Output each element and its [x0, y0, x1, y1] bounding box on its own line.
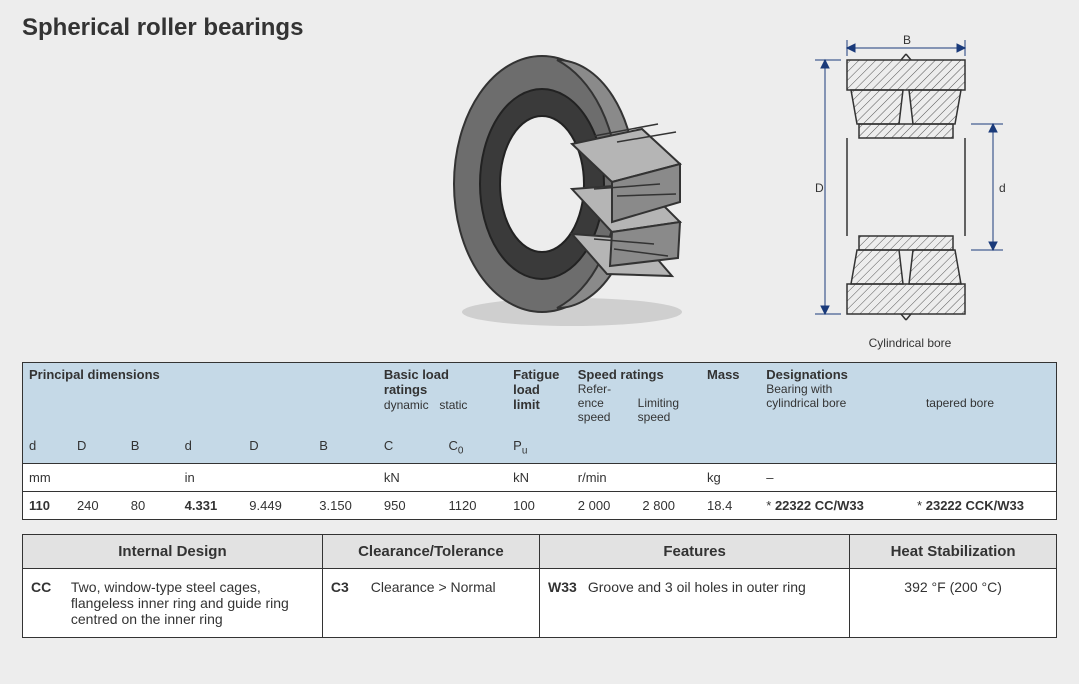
- hdr-basic-load-dyn: dynamic: [384, 398, 429, 412]
- val-ref-speed: 2 000: [572, 491, 637, 519]
- feat-clearance-text: Clearance > Normal: [371, 579, 527, 595]
- feat-features-text: Groove and 3 oil holes in outer ring: [588, 579, 837, 595]
- feat-clearance-cell: C3 Clearance > Normal: [322, 568, 539, 637]
- sym-Pu: Pu: [507, 428, 572, 463]
- unit-kg: kg: [701, 463, 760, 491]
- val-B-mm: 80: [125, 491, 179, 519]
- features-table: Internal Design Clearance/Tolerance Feat…: [22, 534, 1057, 638]
- feat-internal-cell: CC Two, window-type steel cages, flangel…: [23, 568, 323, 637]
- bearing-3d-illustration: [422, 34, 712, 334]
- feat-hdr-features: Features: [539, 534, 849, 568]
- hdr-mass: Mass: [707, 367, 740, 382]
- val-D-in: 9.449: [243, 491, 313, 519]
- val-D-mm: 240: [71, 491, 125, 519]
- hdr-desig: Designations: [766, 367, 848, 382]
- unit-kN: kN: [378, 463, 507, 491]
- hero-row: B D d: [22, 42, 1057, 362]
- feat-hdr-clearance: Clearance/Tolerance: [322, 534, 539, 568]
- val-Pu: 100: [507, 491, 572, 519]
- feat-features-cell: W33 Groove and 3 oil holes in outer ring: [539, 568, 849, 637]
- table-unit-row: mm in kN kN r/min kg –: [23, 463, 1057, 491]
- val-lim-speed: 2 800: [636, 491, 701, 519]
- feat-hdr-internal: Internal Design: [23, 534, 323, 568]
- sym-d-mm: d: [23, 428, 71, 463]
- hdr-desig-tap: tapered bore: [926, 396, 994, 410]
- unit-dash: –: [760, 463, 1056, 491]
- val-desig-tap: * 23222 CCK/W33: [911, 491, 1056, 519]
- val-d-mm: 110: [23, 491, 71, 519]
- feat-heat-cell: 392 °F (200 °C): [850, 568, 1057, 637]
- dim-label-B: B: [903, 33, 911, 47]
- val-d-in: 4.331: [179, 491, 244, 519]
- table-symbol-row: d D B d D B C C0 Pu: [23, 428, 1057, 463]
- val-desig-cyl: * 22322 CC/W33: [760, 491, 911, 519]
- unit-in: in: [179, 463, 378, 491]
- val-B-in: 3.150: [313, 491, 378, 519]
- feat-body-row: CC Two, window-type steel cages, flangel…: [23, 568, 1057, 637]
- sym-C0: C0: [443, 428, 508, 463]
- feat-internal-code: CC: [31, 579, 67, 595]
- unit-kN2: kN: [507, 463, 572, 491]
- sym-B-mm: B: [125, 428, 179, 463]
- val-C0: 1120: [443, 491, 508, 519]
- sym-d-in: d: [179, 428, 244, 463]
- feat-clearance-code: C3: [331, 579, 367, 595]
- dim-label-d: d: [999, 181, 1006, 195]
- sym-B-in: B: [313, 428, 378, 463]
- table-header-group-row: Principal dimensions Basic load ratings …: [23, 363, 1057, 429]
- hdr-principal: Principal dimensions: [29, 367, 160, 382]
- val-mass: 18.4: [701, 491, 760, 519]
- feat-features-code: W33: [548, 579, 584, 595]
- val-C: 950: [378, 491, 443, 519]
- unit-mm: mm: [23, 463, 179, 491]
- hdr-basic-load: Basic load ratings: [384, 367, 449, 397]
- sym-D-mm: D: [71, 428, 125, 463]
- dim-label-D: D: [815, 181, 824, 195]
- sym-D-in: D: [243, 428, 313, 463]
- feat-header-row: Internal Design Clearance/Tolerance Feat…: [23, 534, 1057, 568]
- feat-internal-text: Two, window-type steel cages, flangeless…: [71, 579, 310, 627]
- sym-C: C: [378, 428, 443, 463]
- table-data-row: 110 240 80 4.331 9.449 3.150 950 1120 10…: [23, 491, 1057, 519]
- feat-hdr-heat: Heat Stabilization: [850, 534, 1057, 568]
- hdr-fatigue: Fatigue load limit: [513, 367, 559, 412]
- tech-drawing-caption: Cylindrical bore: [785, 336, 1035, 350]
- hdr-speed-lim: Limiting speed: [638, 396, 679, 424]
- unit-rmin: r/min: [572, 463, 701, 491]
- hdr-speed-ref: Refer- ence speed: [578, 382, 634, 424]
- hdr-speed: Speed ratings: [578, 367, 664, 382]
- tech-drawing: B D d: [785, 32, 1035, 352]
- hdr-desig-cyl: Bearing with cylindrical bore: [766, 382, 922, 410]
- dimensions-table: Principal dimensions Basic load ratings …: [22, 362, 1057, 520]
- hdr-basic-load-stat: static: [439, 398, 467, 412]
